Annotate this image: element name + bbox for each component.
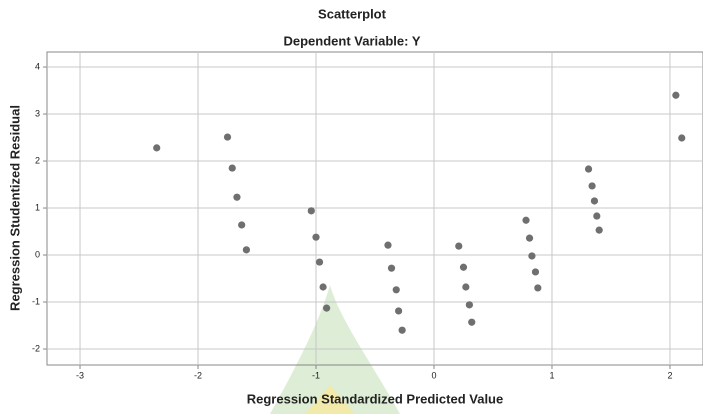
- point: [526, 235, 533, 242]
- chart-title: Scatterplot: [318, 6, 387, 21]
- y-axis-title: Regression Studentized Residual: [7, 105, 22, 311]
- point: [393, 286, 400, 293]
- x-tick-label: 1: [549, 370, 554, 380]
- y-tick-label: 1: [35, 202, 40, 212]
- point: [468, 319, 475, 326]
- point: [316, 258, 323, 265]
- point: [399, 327, 406, 334]
- y-tick-label: -1: [32, 296, 40, 306]
- point: [588, 182, 595, 189]
- point: [462, 283, 469, 290]
- x-tick-label: 0: [431, 370, 436, 380]
- point: [153, 144, 160, 151]
- point: [596, 227, 603, 234]
- point: [323, 305, 330, 312]
- point: [678, 134, 685, 141]
- point: [395, 307, 402, 314]
- x-tick-label: -3: [76, 370, 84, 380]
- x-tick-label: -1: [312, 370, 320, 380]
- point: [319, 283, 326, 290]
- point: [593, 212, 600, 219]
- y-tick-label: 3: [35, 108, 40, 118]
- point: [591, 197, 598, 204]
- point: [229, 164, 236, 171]
- chart-subtitle: Dependent Variable: Y: [283, 33, 420, 48]
- point: [308, 207, 315, 214]
- y-tick-label: 4: [35, 61, 40, 71]
- x-tick-label: 2: [667, 370, 672, 380]
- y-tick-label: -2: [32, 343, 40, 353]
- point: [528, 252, 535, 259]
- point: [522, 217, 529, 224]
- chart: Scatterplot Dependent Variable: Y Regres…: [0, 0, 703, 414]
- point: [460, 264, 467, 271]
- point: [672, 92, 679, 99]
- point: [466, 301, 473, 308]
- x-tick-label: -2: [194, 370, 202, 380]
- y-tick-label: 2: [35, 155, 40, 165]
- point: [238, 221, 245, 228]
- point: [233, 194, 240, 201]
- point: [532, 268, 539, 275]
- point: [312, 234, 319, 241]
- point: [384, 242, 391, 249]
- x-axis-title: Regression Standardized Predicted Value: [247, 391, 503, 406]
- point: [455, 242, 462, 249]
- y-tick-label: 0: [35, 249, 40, 259]
- point: [243, 246, 250, 253]
- point: [585, 165, 592, 172]
- point: [224, 133, 231, 140]
- point: [534, 284, 541, 291]
- point: [388, 265, 395, 272]
